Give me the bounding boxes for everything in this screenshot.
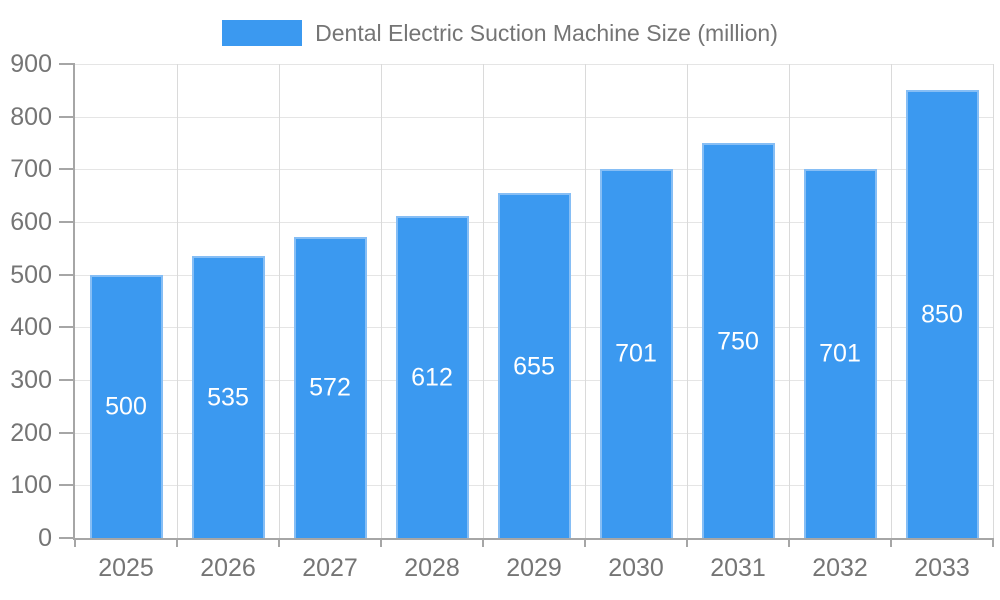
bar-value-label: 750: [717, 327, 759, 355]
x-axis-label: 2033: [914, 554, 970, 582]
x-axis-label: 2027: [302, 554, 358, 582]
y-axis-label: 800: [10, 102, 52, 131]
y-axis-label: 200: [10, 418, 52, 447]
y-axis-tick: [59, 115, 75, 118]
bar-2028: 612: [395, 215, 469, 538]
bar-2033: 850: [905, 90, 979, 538]
bar-value-label: 612: [411, 363, 453, 392]
y-axis-label: 100: [10, 471, 52, 500]
x-gridline: [891, 64, 892, 538]
y-axis-label: 500: [10, 260, 52, 289]
y-gridline: [75, 116, 993, 118]
bar-value-label: 535: [207, 383, 249, 412]
bar-value-label: 500: [105, 392, 147, 421]
x-gridline: [381, 64, 382, 538]
bar-2029: 655: [497, 193, 571, 538]
bar-2026: 535: [191, 256, 265, 538]
bar-2027: 572: [293, 236, 367, 538]
y-axis-tick: [59, 431, 75, 434]
x-axis-tick: [686, 538, 688, 547]
x-axis-tick: [176, 538, 178, 547]
x-gridline: [177, 64, 178, 538]
bar-2032: 701: [803, 168, 877, 538]
y-axis-label: 700: [10, 155, 52, 184]
y-axis-tick: [59, 326, 75, 329]
x-gridline: [585, 64, 586, 538]
y-axis-label: 400: [10, 313, 52, 342]
x-gridline: [483, 64, 484, 538]
x-axis-label: 2032: [812, 554, 868, 582]
x-gridline: [279, 64, 280, 538]
y-axis-tick: [59, 379, 75, 381]
y-axis-tick: [59, 63, 75, 65]
bar-value-label: 701: [615, 339, 657, 368]
y-gridline: [75, 64, 993, 65]
x-axis-label: 2030: [608, 554, 664, 582]
y-axis-tick: [59, 537, 75, 539]
x-axis-tick: [584, 538, 586, 547]
y-axis-tick: [59, 221, 75, 223]
x-axis-label: 2026: [200, 554, 256, 582]
x-axis-label: 2029: [506, 554, 562, 582]
legend[interactable]: Dental Electric Suction Machine Size (mi…: [0, 20, 1000, 46]
bar-value-label: 572: [309, 373, 351, 402]
y-axis-label: 0: [38, 524, 52, 552]
x-axis-label: 2028: [404, 554, 460, 582]
y-axis-tick: [59, 168, 75, 171]
legend-swatch[interactable]: [222, 20, 303, 46]
y-axis-label: 300: [10, 366, 52, 394]
legend-label[interactable]: Dental Electric Suction Machine Size (mi…: [315, 20, 778, 46]
y-axis-tick: [59, 484, 75, 487]
x-axis-tick: [992, 538, 994, 547]
x-gridline: [687, 64, 688, 538]
y-axis-tick: [59, 273, 75, 276]
x-axis-tick: [482, 538, 484, 547]
x-axis-tick: [278, 538, 280, 547]
x-axis-tick: [74, 538, 76, 547]
x-axis-tick: [890, 538, 892, 547]
x-axis-label: 2025: [98, 554, 154, 582]
x-axis-tick: [380, 538, 382, 547]
bar-value-label: 701: [819, 339, 861, 368]
y-gridline: [75, 169, 993, 171]
bar-value-label: 655: [513, 352, 555, 380]
y-axis-label: 600: [10, 208, 52, 236]
bar-2030: 701: [599, 168, 673, 538]
x-gridline: [993, 64, 994, 538]
x-axis-tick: [788, 538, 790, 547]
bar-2031: 750: [701, 143, 775, 538]
y-axis-label: 900: [10, 50, 52, 78]
x-gridline: [789, 64, 790, 538]
x-axis: [73, 538, 993, 540]
bar-2025: 500: [89, 274, 163, 538]
y-axis: [73, 64, 75, 538]
bar-value-label: 850: [921, 300, 963, 329]
x-axis-label: 2031: [710, 554, 766, 582]
